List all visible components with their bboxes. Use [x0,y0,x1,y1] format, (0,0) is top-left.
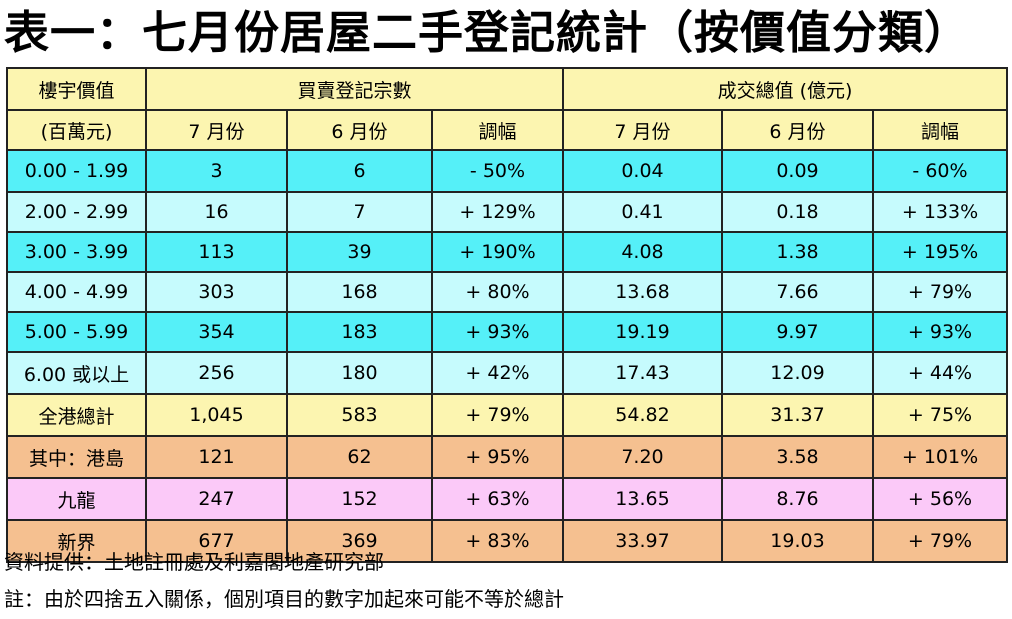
table-row: 3.00 - 3.99 113 39 + 190% 4.08 1.38 + 19… [6,231,1008,273]
header-col: 6 月份 [286,109,433,151]
table-cell: 303 [145,271,288,313]
row-label: 其中：港島 [6,435,147,479]
table-row: 新界 677 369 + 83% 33.97 19.03 + 79% [6,519,1008,563]
table-cell: 62 [286,435,433,479]
row-label: 新界 [6,519,147,563]
table-row: 2.00 - 2.99 16 7 + 129% 0.41 0.18 + 133% [6,191,1008,233]
page-title: 表一：七月份居屋二手登記統計（按價值分類） [4,6,971,59]
header-row-1: 樓宇價值 買賣登記宗數 成交總值 (億元) [6,67,1008,111]
row-label: 5.00 - 5.99 [6,311,147,353]
row-label: 2.00 - 2.99 [6,191,147,233]
table-cell: 0.04 [562,149,723,193]
table-cell: 33.97 [562,519,723,563]
table-cell: 677 [145,519,288,563]
table-cell: 6 [286,149,433,193]
table-cell: 7.66 [721,271,874,313]
table-cell: 0.09 [721,149,874,193]
table-cell: + 56% [872,477,1008,521]
table-cell: 8.76 [721,477,874,521]
table-cell: + 63% [431,477,564,521]
table-cell: 13.65 [562,477,723,521]
table-cell: - 50% [431,149,564,193]
table-cell: + 80% [431,271,564,313]
table-cell: 152 [286,477,433,521]
row-label: 3.00 - 3.99 [6,231,147,273]
table-cell: 12.09 [721,351,874,395]
table-cell: + 129% [431,191,564,233]
table-cell: 113 [145,231,288,273]
table-row: 0.00 - 1.99 3 6 - 50% 0.04 0.09 - 60% [6,149,1008,193]
table-cell: 1.38 [721,231,874,273]
table-cell: 369 [286,519,433,563]
table-cell: 354 [145,311,288,353]
table-cell: 7.20 [562,435,723,479]
table-cell: + 75% [872,393,1008,437]
table-cell: + 44% [872,351,1008,395]
header-col: 調幅 [431,109,564,151]
table-cell: + 101% [872,435,1008,479]
header-group-value: 成交總值 (億元) [562,67,1008,111]
table-cell: + 79% [872,519,1008,563]
row-label: 4.00 - 4.99 [6,271,147,313]
table-cell: + 42% [431,351,564,395]
table-cell: 39 [286,231,433,273]
table-cell: 9.97 [721,311,874,353]
table-cell: + 93% [431,311,564,353]
header-property-value: 樓宇價值 [6,67,147,111]
table-row: 5.00 - 5.99 354 183 + 93% 19.19 9.97 + 9… [6,311,1008,353]
table-cell: 3 [145,149,288,193]
row-label: 6.00 或以上 [6,351,147,395]
table-cell: 16 [145,191,288,233]
table-row: 其中：港島 121 62 + 95% 7.20 3.58 + 101% [6,435,1008,479]
table-cell: 54.82 [562,393,723,437]
table-cell: 7 [286,191,433,233]
table-row: 6.00 或以上 256 180 + 42% 17.43 12.09 + 44% [6,351,1008,395]
header-row-2: (百萬元) 7 月份 6 月份 調幅 7 月份 6 月份 調幅 [6,109,1008,151]
header-col: 7 月份 [562,109,723,151]
table-cell: 19.03 [721,519,874,563]
header-unit: (百萬元) [6,109,147,151]
table-cell: + 133% [872,191,1008,233]
table-cell: 183 [286,311,433,353]
table-cell: 583 [286,393,433,437]
table-cell: + 190% [431,231,564,273]
table-cell: 0.41 [562,191,723,233]
header-col: 調幅 [872,109,1008,151]
table-cell: 0.18 [721,191,874,233]
table-cell: + 79% [431,393,564,437]
table-row: 4.00 - 4.99 303 168 + 80% 13.68 7.66 + 7… [6,271,1008,313]
header-col: 7 月份 [145,109,288,151]
table-cell: - 60% [872,149,1008,193]
header-col: 6 月份 [721,109,874,151]
row-label: 0.00 - 1.99 [6,149,147,193]
table-cell: + 79% [872,271,1008,313]
table-row: 九龍 247 152 + 63% 13.65 8.76 + 56% [6,477,1008,521]
table-cell: 4.08 [562,231,723,273]
table-cell: 256 [145,351,288,395]
table-cell: 13.68 [562,271,723,313]
table-cell: 180 [286,351,433,395]
header-group-transactions: 買賣登記宗數 [145,67,564,111]
table-cell: + 83% [431,519,564,563]
table-cell: + 195% [872,231,1008,273]
table-cell: 31.37 [721,393,874,437]
table-cell: + 95% [431,435,564,479]
table-cell: 1,045 [145,393,288,437]
table-cell: 3.58 [721,435,874,479]
statistics-table: 樓宇價值 買賣登記宗數 成交總值 (億元) (百萬元) 7 月份 6 月份 調幅… [6,67,1008,563]
footnote: 註：由於四捨五入關係，個別項目的數字加起來可能不等於總計 [4,587,564,611]
table-cell: 247 [145,477,288,521]
table-cell: 17.43 [562,351,723,395]
total-row: 全港總計 1,045 583 + 79% 54.82 31.37 + 75% [6,393,1008,437]
row-label: 九龍 [6,477,147,521]
source-note: 資料提供：土地註冊處及利嘉閣地產研究部 [4,550,384,574]
table-cell: 168 [286,271,433,313]
table-cell: 121 [145,435,288,479]
row-label: 全港總計 [6,393,147,437]
table-cell: + 93% [872,311,1008,353]
table-cell: 19.19 [562,311,723,353]
